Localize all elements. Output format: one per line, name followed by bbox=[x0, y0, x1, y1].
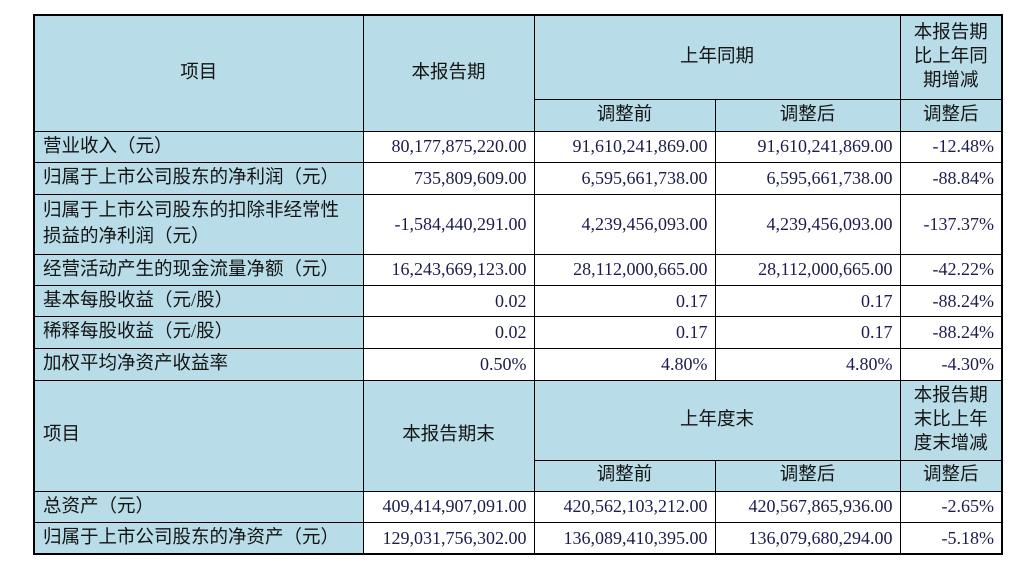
pre-adjust-value: 91,610,241,869.00 bbox=[533, 130, 716, 163]
change-value: -4.30% bbox=[899, 347, 1003, 381]
table-row: 归属于上市公司股东的扣除非经常性损益的净利润（元） -1,584,440,291… bbox=[33, 193, 1003, 255]
row-label: 基本每股收益（元/股） bbox=[33, 285, 364, 318]
table-row: 归属于上市公司股东的净资产（元） 129,031,756,302.00 136,… bbox=[33, 521, 1003, 555]
subheader-before-adjust: 调整前 bbox=[533, 459, 716, 492]
table-row: 营业收入（元） 80,177,875,220.00 91,610,241,869… bbox=[33, 130, 1003, 163]
header-change: 本报告期末比上年度末增减 bbox=[899, 379, 1003, 461]
financial-summary-table: 项目 本报告期 上年同期 本报告期比上年同期增减 调整前 调整后 调整后 营业收… bbox=[33, 14, 1004, 556]
header-item: 项目 bbox=[33, 379, 364, 492]
header-change: 本报告期比上年同期增减 bbox=[899, 14, 1003, 100]
change-value: -88.24% bbox=[899, 285, 1003, 318]
row-label: 归属于上市公司股东的扣除非经常性损益的净利润（元） bbox=[33, 193, 364, 255]
header-item: 项目 bbox=[33, 14, 364, 132]
row-label: 营业收入（元） bbox=[33, 130, 364, 163]
header-current-period: 本报告期 bbox=[362, 14, 535, 132]
current-period-value: 129,031,756,302.00 bbox=[362, 521, 535, 555]
table-row: 经营活动产生的现金流量净额（元） 16,243,669,123.00 28,11… bbox=[33, 253, 1003, 287]
row-label: 总资产（元） bbox=[33, 490, 364, 523]
pre-adjust-value: 4,239,456,093.00 bbox=[533, 193, 716, 255]
change-value: -12.48% bbox=[899, 130, 1003, 163]
post-adjust-value: 0.17 bbox=[714, 285, 901, 318]
table-row: 基本每股收益（元/股） 0.02 0.17 0.17 -88.24% bbox=[33, 285, 1003, 318]
change-value: -2.65% bbox=[899, 490, 1003, 523]
current-period-value: 0.02 bbox=[362, 316, 535, 349]
row-label: 归属于上市公司股东的净资产（元） bbox=[33, 521, 364, 555]
change-value: -88.24% bbox=[899, 316, 1003, 349]
pre-adjust-value: 4.80% bbox=[533, 347, 716, 381]
header-prior-year-end-group: 上年度末 bbox=[533, 379, 901, 461]
section2-header-row: 项目 本报告期末 上年度末 本报告期末比上年度末增减 bbox=[33, 379, 1003, 492]
post-adjust-value: 420,567,865,936.00 bbox=[714, 490, 901, 523]
post-adjust-value: 4.80% bbox=[714, 347, 901, 381]
post-adjust-value: 136,079,680,294.00 bbox=[714, 521, 901, 555]
change-value: -5.18% bbox=[899, 521, 1003, 555]
pre-adjust-value: 6,595,661,738.00 bbox=[533, 161, 716, 195]
post-adjust-value: 6,595,661,738.00 bbox=[714, 161, 901, 195]
table-row: 归属于上市公司股东的净利润（元） 735,809,609.00 6,595,66… bbox=[33, 161, 1003, 195]
current-period-value: -1,584,440,291.00 bbox=[362, 193, 535, 255]
section1-subheader-row: 调整前 调整后 调整后 bbox=[34, 98, 1003, 132]
row-label: 经营活动产生的现金流量净额（元） bbox=[33, 253, 364, 287]
post-adjust-value: 0.17 bbox=[714, 316, 901, 349]
financial-summary: 项目 本报告期 上年同期 本报告期比上年同期增减 调整前 调整后 调整后 营业收… bbox=[33, 14, 1004, 556]
current-period-value: 0.50% bbox=[362, 347, 535, 381]
pre-adjust-value: 0.17 bbox=[533, 285, 716, 318]
current-period-value: 80,177,875,220.00 bbox=[362, 130, 535, 163]
post-adjust-value: 4,239,456,093.00 bbox=[714, 193, 901, 255]
subheader-before-adjust: 调整前 bbox=[533, 98, 716, 132]
subheader-after-adjust: 调整后 bbox=[714, 459, 901, 492]
table-row: 加权平均净资产收益率 0.50% 4.80% 4.80% -4.30% bbox=[33, 347, 1003, 381]
section2-subheader-row: 调整前 调整后 调整后 bbox=[34, 459, 1003, 492]
row-label: 加权平均净资产收益率 bbox=[33, 347, 364, 381]
post-adjust-value: 28,112,000,665.00 bbox=[714, 253, 901, 287]
change-value: -88.84% bbox=[899, 161, 1003, 195]
current-period-value: 16,243,669,123.00 bbox=[362, 253, 535, 287]
pre-adjust-value: 420,562,103,212.00 bbox=[533, 490, 716, 523]
subheader-change-after-adjust: 调整后 bbox=[899, 459, 1003, 492]
row-label: 稀释每股收益（元/股） bbox=[33, 316, 364, 349]
row-label: 归属于上市公司股东的净利润（元） bbox=[33, 161, 364, 195]
post-adjust-value: 91,610,241,869.00 bbox=[714, 130, 901, 163]
subheader-after-adjust: 调整后 bbox=[714, 98, 901, 132]
table-row: 稀释每股收益（元/股） 0.02 0.17 0.17 -88.24% bbox=[33, 316, 1003, 349]
header-current-period-end: 本报告期末 bbox=[362, 379, 535, 492]
subheader-change-after-adjust: 调整后 bbox=[899, 98, 1003, 132]
change-value: -42.22% bbox=[899, 253, 1003, 287]
table-row: 总资产（元） 409,414,907,091.00 420,562,103,21… bbox=[33, 490, 1003, 523]
current-period-value: 735,809,609.00 bbox=[362, 161, 535, 195]
pre-adjust-value: 28,112,000,665.00 bbox=[533, 253, 716, 287]
header-prior-period-group: 上年同期 bbox=[533, 14, 901, 100]
change-value: -137.37% bbox=[899, 193, 1003, 255]
pre-adjust-value: 0.17 bbox=[533, 316, 716, 349]
current-period-value: 409,414,907,091.00 bbox=[362, 490, 535, 523]
pre-adjust-value: 136,089,410,395.00 bbox=[533, 521, 716, 555]
current-period-value: 0.02 bbox=[362, 285, 535, 318]
section1-header-row: 项目 本报告期 上年同期 本报告期比上年同期增减 bbox=[33, 14, 1003, 132]
